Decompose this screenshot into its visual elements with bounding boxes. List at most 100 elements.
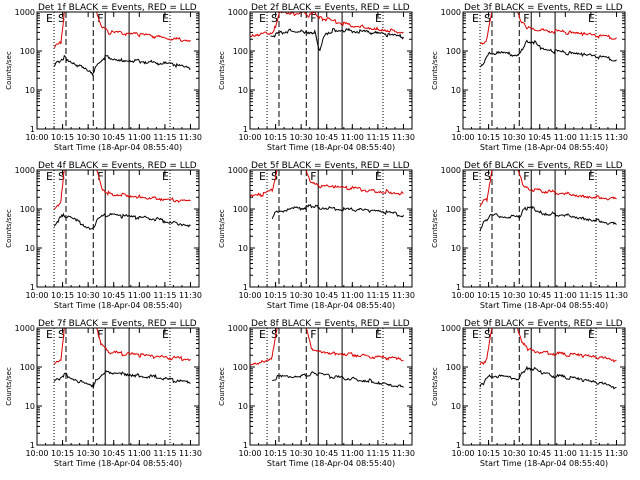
x-tick-label: 11:15	[579, 291, 602, 300]
panel-title: Det 9f BLACK = Events, RED = LLD	[464, 319, 623, 329]
events-series-line	[270, 27, 404, 52]
marker-label: S	[58, 170, 65, 183]
x-tick-label: 11:00	[341, 449, 364, 458]
y-axis-label: Counts/sec	[431, 367, 439, 406]
plot-frame	[36, 327, 200, 446]
x-tick-label: 10:00	[25, 291, 48, 300]
marker-label: E	[375, 328, 382, 341]
marker-label: S	[484, 328, 491, 341]
marker-label: E	[162, 12, 169, 25]
y-tick-label: 1	[456, 441, 461, 450]
x-tick-label: 11:15	[366, 133, 389, 142]
y-axis-label: Counts/sec	[218, 51, 226, 90]
x-axis-label: Start Time (18-Apr-04 08:55:40)	[54, 143, 182, 152]
events-series-line	[479, 205, 617, 232]
events-series-line	[479, 39, 617, 68]
y-axis-label: Counts/sec	[218, 209, 226, 248]
x-tick-label: 10:00	[238, 291, 261, 300]
x-tick-label: 11:00	[128, 133, 151, 142]
x-tick-label: 10:45	[102, 291, 125, 300]
x-tick-label: 11:30	[392, 449, 415, 458]
x-tick-label: 10:30	[77, 291, 100, 300]
x-tick-label: 10:45	[102, 449, 125, 458]
marker-label: F	[523, 328, 529, 341]
panel-title: Det 8f BLACK = Events, RED = LLD	[251, 319, 410, 329]
x-tick-label: 10:15	[51, 291, 74, 300]
plot-frame	[249, 169, 413, 288]
lld-series-line	[249, 11, 404, 37]
x-axis-label: Start Time (18-Apr-04 08:55:40)	[54, 301, 182, 310]
y-tick-label: 1000	[228, 8, 248, 17]
events-series-line	[271, 203, 404, 219]
y-tick-label: 100	[20, 47, 35, 56]
x-tick-label: 10:00	[451, 449, 474, 458]
x-tick-label: 10:30	[290, 133, 313, 142]
y-tick-label: 10	[25, 244, 35, 253]
plot-frame	[249, 327, 413, 446]
x-tick-label: 11:00	[341, 133, 364, 142]
marker-label: E	[259, 328, 266, 341]
x-tick-label: 10:00	[25, 133, 48, 142]
x-tick-label: 10:30	[77, 133, 100, 142]
y-tick-label: 100	[233, 205, 248, 214]
x-tick-label: 11:00	[554, 291, 577, 300]
marker-label: E	[162, 170, 169, 183]
y-tick-label: 100	[446, 47, 461, 56]
plot-frame	[249, 11, 413, 130]
panel-title: Det 7f BLACK = Events, RED = LLD	[38, 319, 197, 329]
x-tick-label: 10:45	[315, 133, 338, 142]
x-tick-label: 10:00	[238, 449, 261, 458]
marker-label: S	[58, 328, 65, 341]
y-tick-label: 100	[233, 47, 248, 56]
x-tick-label: 10:30	[503, 133, 526, 142]
x-axis-label: Start Time (18-Apr-04 08:55:40)	[480, 459, 608, 468]
x-tick-label: 10:45	[528, 449, 551, 458]
events-series-line	[53, 212, 191, 231]
y-axis-label: Counts/sec	[431, 209, 439, 248]
marker-label: F	[97, 12, 103, 25]
x-tick-label: 11:15	[366, 291, 389, 300]
x-tick-label: 10:45	[102, 133, 125, 142]
y-tick-label: 1	[456, 283, 461, 292]
plot-frame	[36, 169, 200, 288]
x-tick-label: 10:15	[477, 449, 500, 458]
x-tick-label: 11:15	[579, 449, 602, 458]
y-tick-label: 10	[25, 86, 35, 95]
y-tick-label: 1	[30, 283, 35, 292]
panel-title: Det 5f BLACK = Events, RED = LLD	[251, 161, 410, 171]
marker-label: F	[310, 12, 316, 25]
panel-title: Det 6f BLACK = Events, RED = LLD	[464, 161, 623, 171]
x-axis-label: Start Time (18-Apr-04 08:55:40)	[267, 459, 395, 468]
marker-label: E	[375, 170, 382, 183]
marker-label: F	[523, 170, 529, 183]
x-tick-label: 10:15	[264, 291, 287, 300]
panel-title: Det 2f BLACK = Events, RED = LLD	[251, 3, 410, 13]
x-tick-label: 10:15	[477, 133, 500, 142]
x-tick-label: 10:15	[264, 449, 287, 458]
x-tick-label: 10:30	[290, 449, 313, 458]
marker-label: S	[484, 170, 491, 183]
x-tick-label: 10:45	[528, 133, 551, 142]
marker-label: F	[97, 328, 103, 341]
y-tick-label: 1000	[15, 8, 35, 17]
x-tick-label: 11:00	[554, 133, 577, 142]
marker-label: S	[58, 12, 65, 25]
events-series-line	[53, 54, 191, 77]
y-tick-label: 1	[30, 125, 35, 134]
y-tick-label: 1000	[441, 8, 461, 17]
x-tick-label: 11:30	[179, 291, 202, 300]
marker-label: S	[484, 12, 491, 25]
marker-label: E	[259, 170, 266, 183]
y-axis-label: Counts/sec	[5, 51, 13, 90]
x-tick-label: 10:45	[315, 291, 338, 300]
plot-frame	[462, 327, 626, 446]
x-tick-label: 11:15	[153, 291, 176, 300]
